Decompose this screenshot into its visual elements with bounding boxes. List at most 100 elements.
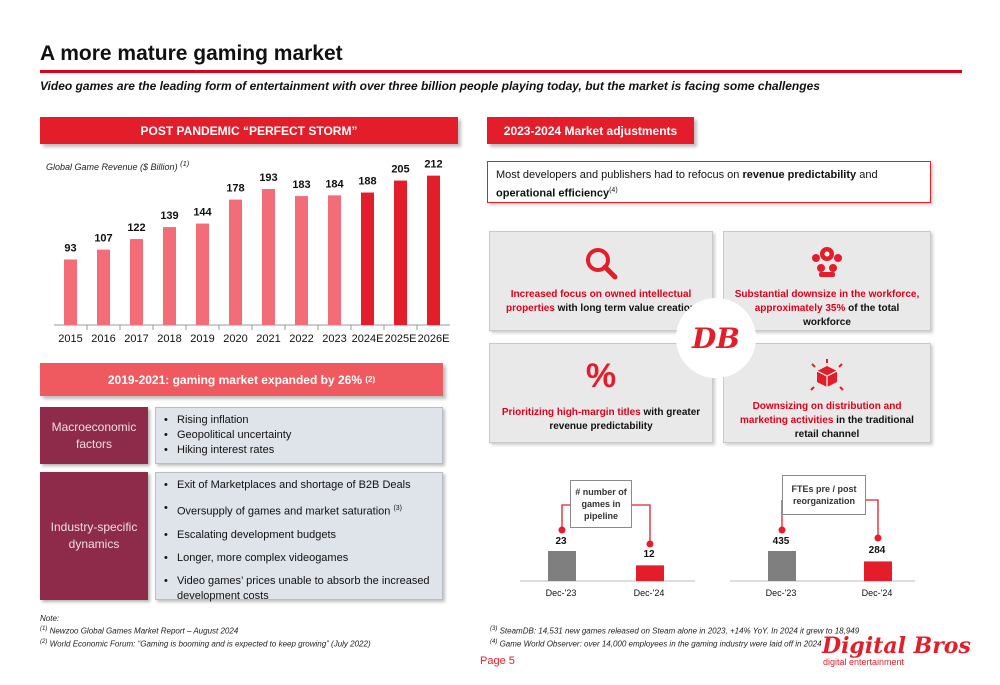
market-expanded-text: 2019-2021: gaming market expanded by 26%	[107, 372, 362, 387]
note-3-sup: (3)	[490, 626, 498, 632]
page-title: A more mature gaming market	[40, 42, 343, 65]
industry-factors-label: Industry-specific dynamics	[40, 472, 148, 600]
macro-factors-label: Macroeconomic factors	[40, 407, 148, 464]
industry-factors-list: Exit of Marketplaces and shortage of B2B…	[155, 472, 443, 602]
mini1-value-2: 12	[643, 549, 655, 560]
brand-tagline: digital entertainment	[823, 657, 905, 667]
revenue-bar	[361, 192, 374, 325]
note-4-text: Game World Observer: over 14,000 employe…	[499, 639, 822, 649]
revenue-tick-label: 2025E	[385, 333, 417, 345]
callout-dot	[646, 540, 654, 548]
quad-workforce-red: Substantial downsize in the workforce, a…	[734, 289, 920, 314]
games-pipeline-callout: # number of games in pipeline	[570, 480, 632, 528]
refocus-bold-2: operational efficiency	[496, 187, 610, 200]
title-divider	[40, 70, 962, 73]
db-center-logo: DB	[676, 298, 756, 378]
callout-dot	[874, 534, 882, 542]
revenue-data-label: 183	[292, 179, 310, 191]
industry-item-sup: (3)	[393, 505, 403, 512]
revenue-chart-note-text: Global Game Revenue ($ Billion)	[46, 162, 178, 172]
revenue-data-label: 188	[358, 176, 376, 188]
games-pipeline-chart: # number of games in pipeline 23 12 Dec-…	[520, 475, 700, 598]
refocus-bold-1: revenue predictability	[742, 169, 857, 181]
mini2-label-1: Dec-'23	[765, 588, 797, 598]
revenue-data-label: 144	[193, 207, 212, 219]
note-1-text: Newzoo Global Games Market Report – Augu…	[49, 626, 239, 636]
refocus-sup: (4)	[609, 187, 618, 194]
market-expanded-sup: (2)	[365, 375, 376, 384]
macro-factors-list: Rising inflation Geopolitical uncertaint…	[155, 407, 443, 464]
quad-margin-black: with greater revenue predictability	[549, 407, 701, 432]
revenue-tick-label: 2016	[91, 333, 115, 345]
right-notes: (3) SteamDB: 14,531 new games released o…	[490, 624, 859, 649]
note-2: (2) World Economic Forum: “Gaming is boo…	[40, 637, 371, 650]
revenue-chart-note-sup: (1)	[180, 159, 190, 168]
fte-chart: FTEs pre / post reorganization 435 284 D…	[730, 475, 920, 598]
callout-connector	[866, 499, 879, 535]
revenue-bar	[130, 239, 143, 325]
fte-callout: FTEs pre / post reorganization	[782, 475, 866, 515]
notes-label: Note:	[40, 614, 60, 623]
macro-item: Geopolitical uncertainty	[164, 428, 434, 443]
quad-ip-red: Increased focus on owned intellectual pr…	[505, 289, 692, 314]
workforce-icon	[812, 247, 842, 277]
fte-svg	[730, 499, 915, 582]
revenue-bar	[229, 199, 242, 325]
market-expanded-banner: 2019-2021: gaming market expanded by 26%…	[40, 363, 443, 396]
note-3-text: SteamDB: 14,531 new games released on St…	[499, 626, 860, 636]
callout-dot	[778, 526, 786, 534]
revenue-tick-label: 2019	[190, 333, 214, 345]
revenue-tick-label: 2021	[256, 333, 280, 345]
perfect-storm-header: POST PANDEMIC “PERFECT STORM”	[40, 117, 458, 144]
revenue-bar	[97, 249, 110, 325]
industry-item: Escalating development budgets	[164, 528, 434, 543]
revenue-bar	[163, 227, 176, 325]
quad-high-margin: % Prioritizing high-margin titles with g…	[489, 343, 713, 443]
mini1-label-1: Dec-'23	[545, 588, 577, 598]
refocus-mid: and	[856, 169, 878, 181]
mini1-label-2: Dec-'24	[633, 588, 665, 598]
mini2-value-1: 435	[772, 536, 790, 547]
callout-connector	[632, 504, 651, 541]
quad-distribution-black: in the traditional retail channel	[794, 415, 914, 440]
revenue-bar	[196, 223, 209, 325]
mini-bar	[636, 565, 664, 581]
note-2-sup: (2)	[40, 638, 48, 645]
revenue-data-label: 205	[391, 164, 409, 176]
revenue-tick-label: 2018	[157, 333, 181, 345]
refocus-pre: Most developers and publishers had to re…	[496, 169, 743, 181]
mini1-value-1: 23	[555, 536, 567, 547]
quad-ip-black: with long term value creation	[554, 303, 697, 314]
note-4-sup: (4)	[490, 638, 498, 645]
revenue-chart-note: Global Game Revenue ($ Billion) (1)	[46, 159, 189, 172]
revenue-tick-label: 2017	[124, 333, 148, 345]
note-2-text: World Economic Forum: “Gaming is booming…	[49, 639, 371, 649]
page-number: Page 5	[480, 655, 515, 667]
industry-item-text: Oversupply of games and market saturatio…	[177, 505, 391, 518]
quad-workforce-black: of the total workforce	[803, 303, 900, 328]
mini-bar	[864, 561, 892, 581]
industry-item: Longer, more complex videogames	[164, 551, 434, 566]
revenue-data-label: 122	[127, 222, 145, 234]
industry-item: Video games’ prices unable to absorb the…	[164, 574, 434, 604]
revenue-tick-label: 2024E	[352, 333, 384, 345]
industry-item: Oversupply of games and market saturatio…	[164, 501, 434, 520]
callout-connector	[561, 504, 570, 527]
macro-factors-label-text: Macroeconomic factors	[51, 419, 137, 451]
industry-item: Exit of Marketplaces and shortage of B2B…	[164, 478, 434, 493]
magnifier-icon	[586, 248, 618, 280]
revenue-bar	[394, 180, 407, 325]
macro-item: Hiking interest rates	[164, 443, 434, 458]
revenue-bar	[427, 175, 440, 325]
note-1: (1) Newzoo Global Games Market Report – …	[40, 624, 371, 637]
brand-logo: Digital Bros	[822, 633, 971, 659]
revenue-data-label: 193	[259, 172, 277, 184]
percent-icon: %	[585, 357, 617, 395]
mini2-label-2: Dec-'24	[861, 588, 893, 598]
revenue-data-label: 139	[160, 210, 178, 222]
note-1-sup: (1)	[40, 626, 48, 632]
games-pipeline-svg	[520, 504, 695, 582]
distribution-box-icon	[810, 359, 844, 391]
quad-ip-focus: Increased focus on owned intellectual pr…	[489, 231, 713, 331]
mini-bar	[548, 551, 576, 581]
